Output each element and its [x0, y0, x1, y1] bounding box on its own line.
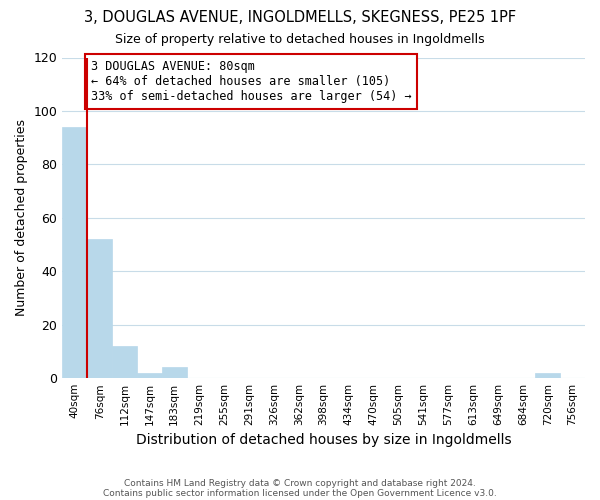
Text: Size of property relative to detached houses in Ingoldmells: Size of property relative to detached ho… — [115, 32, 485, 46]
Bar — [87, 239, 112, 378]
Text: Contains HM Land Registry data © Crown copyright and database right 2024.: Contains HM Land Registry data © Crown c… — [124, 478, 476, 488]
Text: 3 DOUGLAS AVENUE: 80sqm
← 64% of detached houses are smaller (105)
33% of semi-d: 3 DOUGLAS AVENUE: 80sqm ← 64% of detache… — [91, 60, 412, 103]
Bar — [162, 368, 187, 378]
Bar — [535, 373, 560, 378]
Y-axis label: Number of detached properties: Number of detached properties — [15, 120, 28, 316]
Text: 3, DOUGLAS AVENUE, INGOLDMELLS, SKEGNESS, PE25 1PF: 3, DOUGLAS AVENUE, INGOLDMELLS, SKEGNESS… — [84, 10, 516, 25]
Text: Contains public sector information licensed under the Open Government Licence v3: Contains public sector information licen… — [103, 488, 497, 498]
Bar — [112, 346, 137, 378]
Bar — [137, 373, 162, 378]
X-axis label: Distribution of detached houses by size in Ingoldmells: Distribution of detached houses by size … — [136, 434, 511, 448]
Bar — [62, 127, 87, 378]
